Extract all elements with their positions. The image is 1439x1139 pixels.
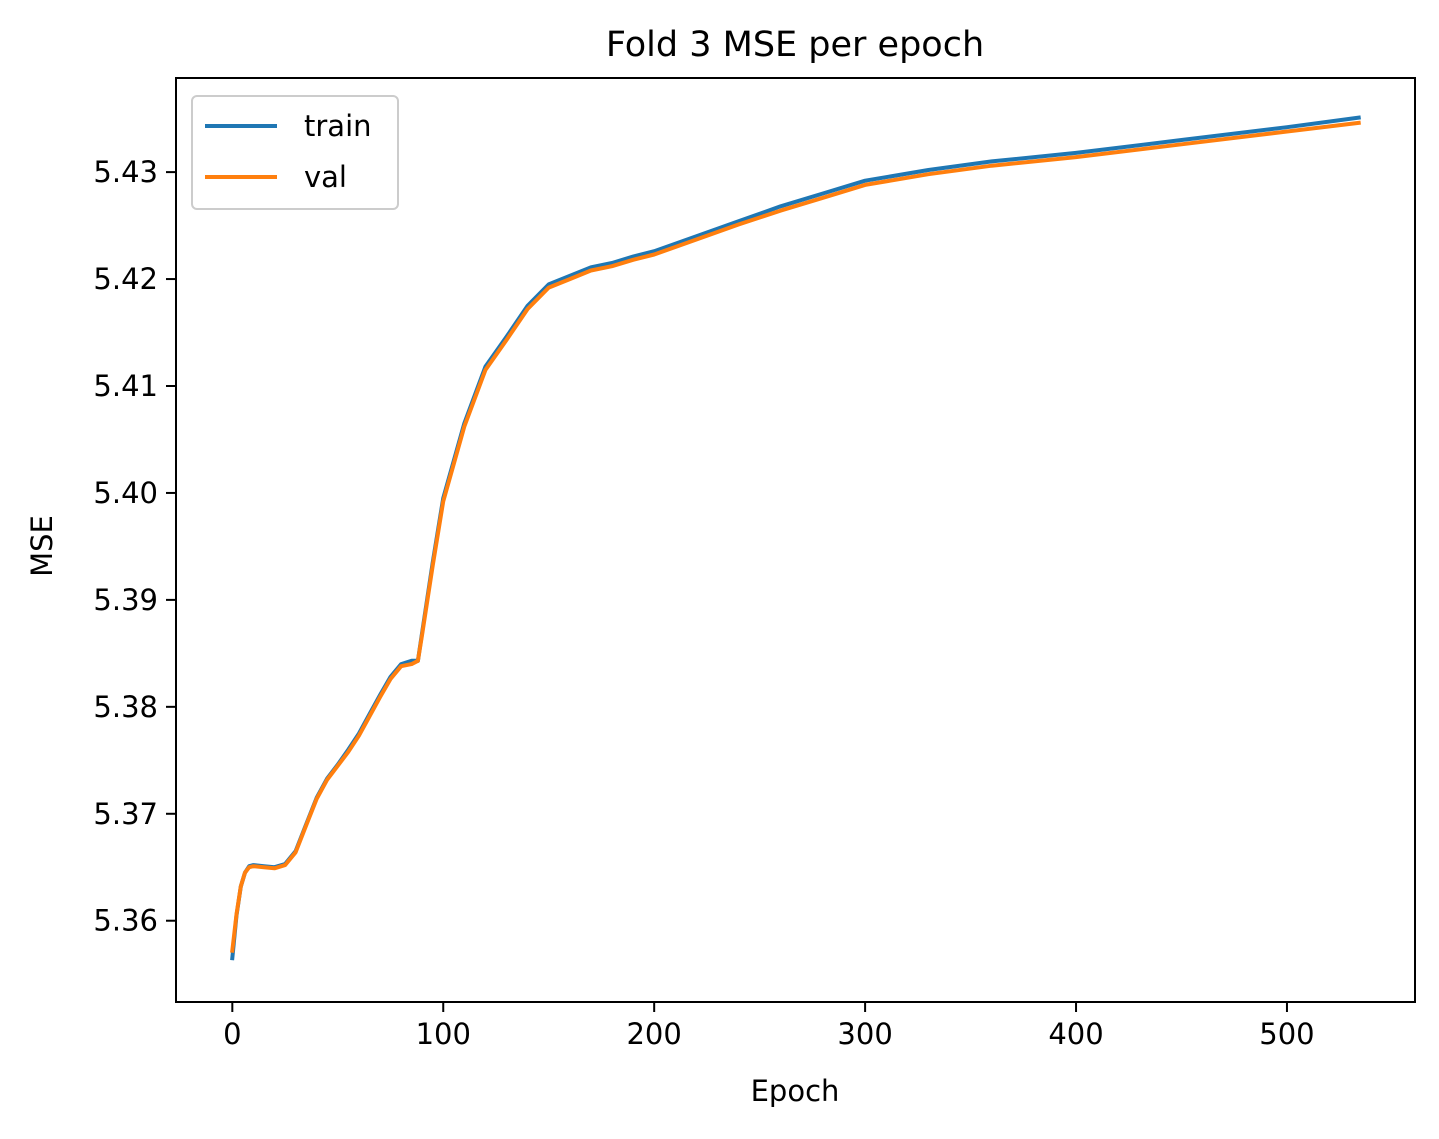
y-tick-label: 5.37 bbox=[93, 797, 158, 831]
legend: train val bbox=[191, 95, 399, 210]
y-tick-label: 5.41 bbox=[93, 369, 158, 403]
chart-title: Fold 3 MSE per epoch bbox=[606, 25, 984, 65]
x-tick-label: 100 bbox=[416, 1017, 471, 1051]
series-line-val bbox=[230, 120, 1361, 953]
y-axis: 5.36 5.37 5.38 5.39 5.40 5.41 5.42 5.43 bbox=[93, 155, 176, 938]
y-tick-label: 5.39 bbox=[93, 583, 158, 617]
x-tick-label: 300 bbox=[837, 1017, 892, 1051]
legend-label-train: train bbox=[304, 109, 372, 143]
y-tick-label: 5.36 bbox=[93, 904, 158, 938]
plot-area bbox=[175, 77, 1416, 1003]
axes-frame bbox=[175, 77, 1416, 1003]
x-tick-label: 0 bbox=[223, 1017, 241, 1051]
y-tick-label: 5.42 bbox=[93, 262, 158, 296]
y-tick-label: 5.38 bbox=[93, 690, 158, 724]
y-tick-label: 5.40 bbox=[93, 476, 158, 510]
y-tick-label: 5.43 bbox=[93, 155, 158, 189]
y-axis-label: MSE bbox=[25, 515, 59, 577]
x-tick-label: 400 bbox=[1048, 1017, 1103, 1051]
x-axis: 0 100 200 300 400 500 bbox=[223, 1002, 1315, 1051]
x-tick-label: 200 bbox=[626, 1017, 681, 1051]
x-tick-label: 500 bbox=[1259, 1017, 1314, 1051]
legend-label-val: val bbox=[304, 160, 347, 194]
x-axis-label: Epoch bbox=[751, 1074, 840, 1108]
